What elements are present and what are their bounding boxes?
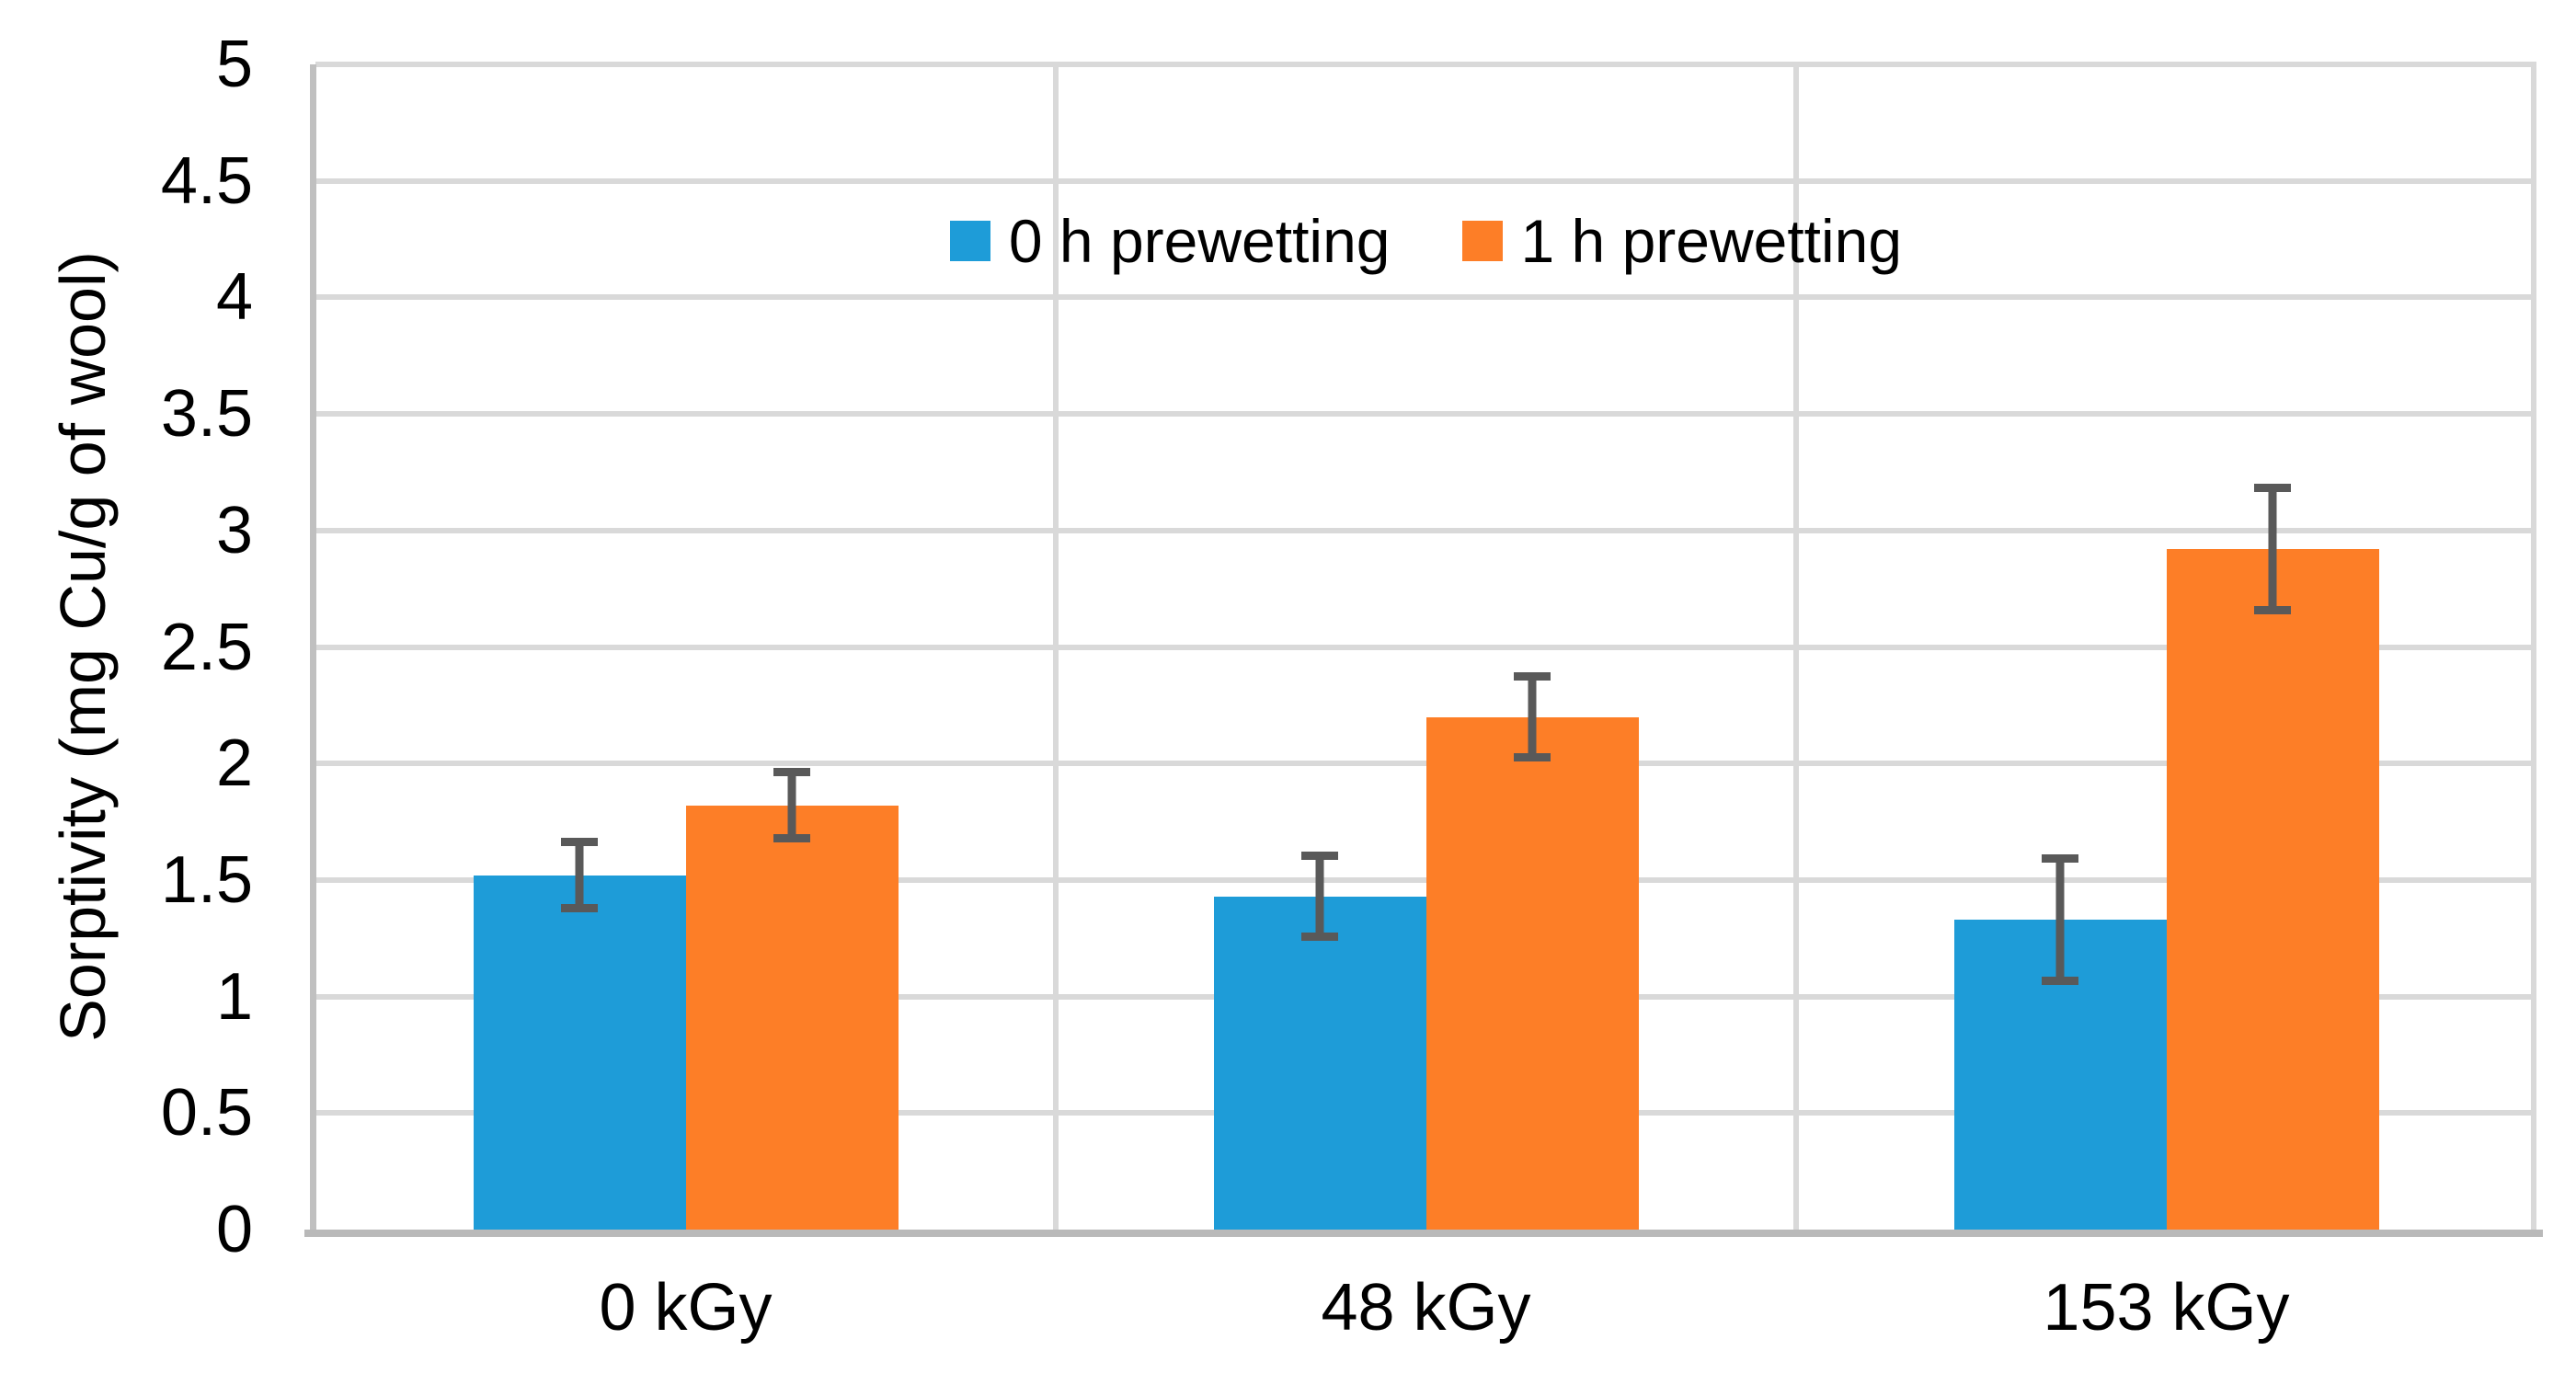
y-tick-label-1: 1 (215, 959, 253, 1034)
error-bar-0-h-prewetting-153-kgy (2042, 854, 2078, 985)
legend-swatch-1-h-prewetting (1461, 221, 1503, 261)
error-bar-0-h-prewetting-0-kgy (561, 838, 598, 913)
error-bar-1-h-prewetting-153-kgy (2254, 484, 2291, 614)
legend-label-0-h-prewetting: 0 h prewetting (1008, 207, 1391, 275)
x-tick-label-0-kgy: 0 kGy (599, 1271, 773, 1345)
legend-item-0-h-prewetting: 0 h prewetting (949, 207, 1391, 275)
gridline-horizontal (315, 177, 2536, 184)
gridline-vertical (2531, 64, 2536, 1230)
bar-1-h-prewetting-48-kgy (1425, 716, 1639, 1230)
bar-0-h-prewetting-48-kgy (1213, 896, 1426, 1230)
plot-area (315, 62, 2536, 1230)
y-tick-label-4-5: 4.5 (160, 143, 253, 218)
y-tick-label-4: 4 (215, 260, 253, 335)
gridline-vertical (1793, 64, 1799, 1230)
legend-swatch-0-h-prewetting (949, 221, 990, 261)
x-axis-line (304, 1230, 2543, 1237)
error-bar-0-h-prewetting-48-kgy (1301, 852, 1338, 941)
bar-0-h-prewetting-0-kgy (473, 875, 686, 1230)
y-axis-tick-labels: 0 0.5 1 1.5 2 2.5 3 3.5 4 4.5 5 (0, 0, 253, 1385)
legend-label-1-h-prewetting: 1 h prewetting (1520, 207, 1903, 275)
y-tick-label-0: 0 (215, 1193, 253, 1266)
y-tick-label-0-5: 0.5 (160, 1076, 253, 1150)
gridline-horizontal (315, 644, 2536, 650)
gridline-horizontal (315, 62, 2536, 67)
gridline-horizontal (315, 411, 2536, 418)
x-tick-label-153-kgy: 153 kGy (2043, 1271, 2290, 1345)
y-tick-label-2-5: 2.5 (160, 610, 253, 684)
gridline-horizontal (315, 527, 2536, 533)
y-axis-line (310, 64, 316, 1236)
y-tick-label-2: 2 (215, 727, 253, 801)
legend: 0 h prewetting 1 h prewetting (315, 181, 2536, 301)
gridline-vertical (1053, 64, 1059, 1230)
x-axis-labels: 0 kGy 48 kGy 153 kGy (315, 1273, 2536, 1343)
error-bar-1-h-prewetting-0-kgy (773, 768, 810, 843)
y-tick-label-3-5: 3.5 (160, 377, 253, 452)
y-tick-label-5: 5 (215, 28, 253, 101)
legend-item-1-h-prewetting: 1 h prewetting (1461, 207, 1903, 275)
x-tick-label-48-kgy: 48 kGy (1321, 1271, 1531, 1345)
y-tick-label-1-5: 1.5 (160, 842, 253, 917)
y-tick-label-3: 3 (215, 493, 253, 567)
gridline-horizontal (315, 294, 2536, 301)
error-bar-1-h-prewetting-48-kgy (1514, 672, 1551, 761)
bar-1-h-prewetting-0-kgy (685, 805, 899, 1230)
bar-1-h-prewetting-153-kgy (2166, 549, 2379, 1230)
